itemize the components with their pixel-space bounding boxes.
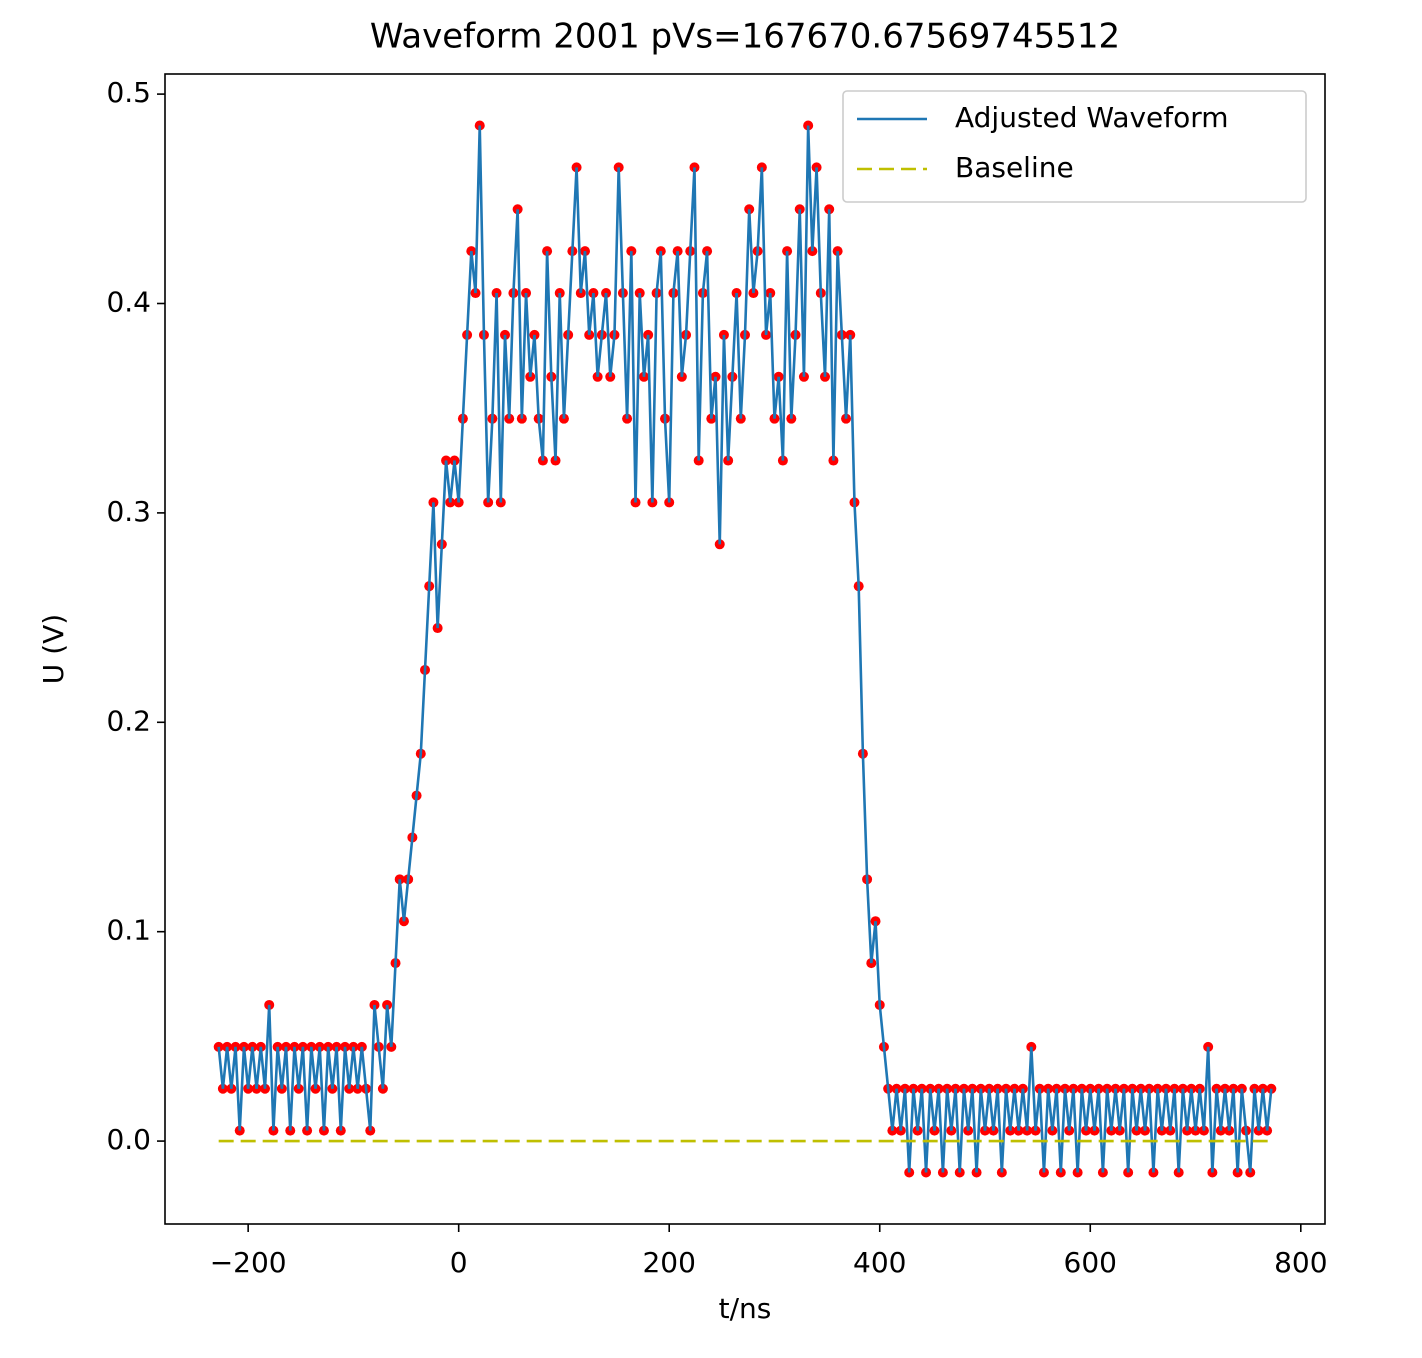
y-tick-label: 0.4 <box>106 285 151 318</box>
legend-box <box>842 90 1307 203</box>
x-tick-label: −200 <box>210 1246 287 1279</box>
x-axis-label: t/ns <box>719 1292 772 1325</box>
chart-title: Waveform 2001 pVs=167670.67569745512 <box>370 17 1120 57</box>
y-axis-label: U (V) <box>37 614 70 684</box>
y-tick-label: 0.1 <box>106 914 151 947</box>
y-tick-label: 0.2 <box>106 704 151 737</box>
x-tick-label: 400 <box>853 1246 906 1279</box>
legend-label: Baseline <box>955 151 1074 184</box>
plot-frame <box>164 73 1326 1225</box>
y-tick-label: 0.5 <box>106 76 151 109</box>
y-tick-label: 0.0 <box>106 1123 151 1156</box>
x-tick-label: 600 <box>1064 1246 1117 1279</box>
y-tick-label: 0.3 <box>106 495 151 528</box>
legend: Adjusted Waveform Baseline <box>842 90 1307 203</box>
x-tick-label: 0 <box>450 1246 468 1279</box>
legend-label: Adjusted Waveform <box>955 101 1229 134</box>
series-line <box>217 125 1273 1173</box>
x-tick-label: 200 <box>642 1246 695 1279</box>
x-tick-label: 800 <box>1274 1246 1327 1279</box>
